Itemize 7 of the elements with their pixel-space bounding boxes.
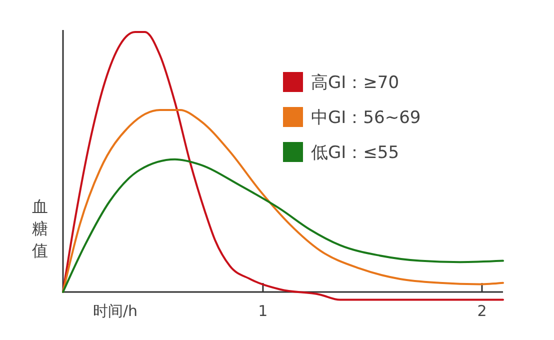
legend-label: 高GI：≥70 (311, 73, 400, 93)
x-tick-label: 2 (477, 302, 487, 320)
x-axis-title: 时间/h (93, 302, 138, 320)
y-axis-title: 血糖值 (32, 197, 48, 260)
x-tick-label: 1 (258, 302, 268, 320)
legend-label: 中GI：56~69 (311, 108, 421, 128)
legend-label: 低GI：≤55 (311, 143, 400, 163)
